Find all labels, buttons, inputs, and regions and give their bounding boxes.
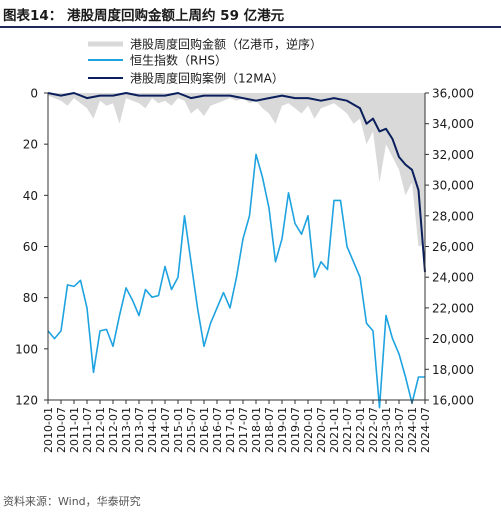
x-tick-label: 2020-07 [315,407,328,453]
right-tick-label: 18,000 [432,363,474,377]
x-tick-label: 2024-01 [406,407,419,453]
right-tick-label: 28,000 [432,209,474,223]
left-tick-label: 0 [30,87,38,101]
right-tick-label: 36,000 [432,87,474,101]
legend-label-0: 港股周度回购金额（亿港币，逆序） [130,37,322,52]
title-bar: 图表14： 港股周度回购金额上周约 59 亿港元 [0,0,501,28]
source-note: 资料来源：Wind，华泰研究 [3,495,141,508]
left-tick-label: 20 [23,138,38,152]
x-tick-label: 2019-07 [289,407,302,453]
x-tick-label: 2016-01 [198,407,211,453]
x-tick-label: 2012-01 [94,407,107,453]
left-tick-label: 80 [23,291,38,305]
x-tick-label: 2012-07 [107,407,120,453]
right-tick-label: 34,000 [432,117,474,131]
x-tick-label: 2018-07 [263,407,276,453]
x-tick-label: 2013-01 [120,407,133,453]
x-tick-label: 2024-07 [419,407,432,453]
x-tick-label: 2010-01 [42,407,55,453]
x-tick-label: 2010-07 [55,407,68,453]
x-tick-label: 2019-01 [276,407,289,453]
x-tick-label: 2017-01 [224,407,237,453]
series-1-line [47,153,425,409]
series-0-area [48,93,425,247]
x-tick-label: 2016-07 [211,407,224,453]
right-tick-label: 20,000 [432,332,474,346]
x-tick-label: 2023-01 [380,407,393,453]
left-tick-label: 100 [15,342,38,356]
x-tick-label: 2021-01 [328,407,341,453]
right-tick-label: 32,000 [432,148,474,162]
x-tick-label: 2011-01 [68,407,81,453]
x-tick-label: 2017-07 [237,407,250,453]
chart-title: 图表14： 港股周度回购金额上周约 59 亿港元 [3,8,285,24]
left-tick-label: 120 [15,394,38,408]
x-tick-label: 2020-01 [302,407,315,453]
right-tick-label: 22,000 [432,301,474,315]
x-tick-label: 2011-07 [81,407,94,453]
right-tick-label: 30,000 [432,179,474,193]
x-tick-label: 2021-07 [341,407,354,453]
x-tick-label: 2018-01 [250,407,263,453]
right-tick-label: 24,000 [432,271,474,285]
x-tick-label: 2023-07 [393,407,406,453]
x-tick-label: 2013-07 [133,407,146,453]
x-tick-label: 2014-01 [146,407,159,453]
x-tick-label: 2022-07 [367,407,380,453]
x-tick-label: 2015-07 [185,407,198,453]
legend-label-2: 港股周度回购案例（12MA） [130,71,284,86]
left-tick-label: 40 [23,189,38,203]
right-tick-label: 26,000 [432,240,474,254]
x-tick-label: 2014-07 [159,407,172,453]
chart-area: 0 20 40 60 80 100 120 16,000 18,000 20,000 22,000 2… [0,28,501,488]
left-tick-label: 60 [23,240,38,254]
right-tick-label: 16,000 [432,394,474,408]
x-tick-label: 2022-01 [354,407,367,453]
x-tick-label: 2015-01 [172,407,185,453]
series-2-line [47,92,426,273]
combo-chart: 0 20 40 60 80 100 120 16,000 18,000 20,000 22,000 2… [15,37,474,453]
legend-label-1: 恒生指数（RHS） [130,53,227,68]
